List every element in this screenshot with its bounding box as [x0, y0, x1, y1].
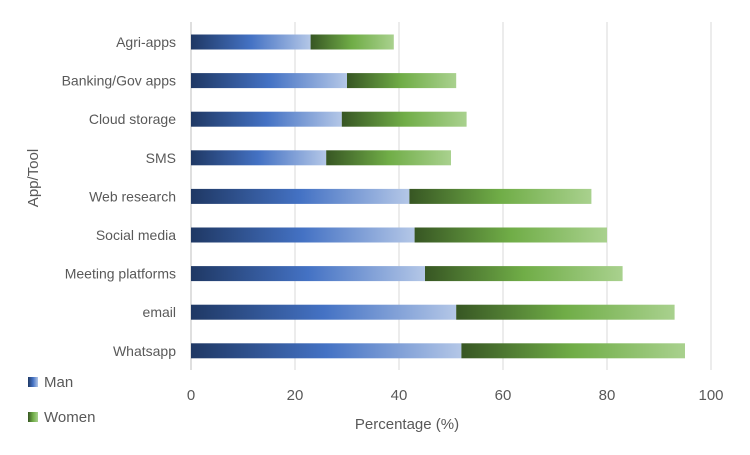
bar-women-2 — [341, 111, 467, 127]
category-label: Meeting platforms — [65, 266, 176, 282]
x-tick-label: 20 — [287, 387, 304, 404]
bar-women-5 — [414, 227, 607, 243]
legend-label-man: Man — [44, 373, 74, 391]
legend-item-women: Women — [28, 407, 95, 427]
x-tick-label: 0 — [187, 387, 195, 404]
bar-women-4 — [409, 188, 592, 204]
x-tick-label: 40 — [391, 387, 408, 404]
category-label: Cloud storage — [89, 111, 176, 127]
legend-swatch-man — [28, 377, 38, 387]
bar-man-0 — [191, 34, 311, 50]
category-label: Whatsapp — [113, 343, 176, 359]
x-tick-label: 60 — [495, 387, 512, 404]
bar-women-3 — [326, 150, 451, 166]
bar-women-8 — [461, 343, 685, 359]
bar-women-6 — [425, 266, 623, 282]
legend-item-man: Man — [28, 372, 95, 392]
x-tick-labels: 0 20 40 60 80 100 — [187, 387, 724, 404]
bar-women-0 — [310, 34, 394, 50]
y-axis-title: App/Tool — [25, 149, 42, 207]
bars — [191, 34, 685, 359]
legend: Man Women — [28, 372, 95, 442]
x-axis-title: Percentage (%) — [355, 416, 459, 433]
bar-man-1 — [191, 73, 347, 89]
category-label: email — [143, 304, 176, 320]
bar-man-4 — [191, 188, 410, 204]
legend-label-women: Women — [44, 408, 96, 426]
x-tick-label: 100 — [698, 387, 723, 404]
bar-women-1 — [347, 73, 457, 89]
category-labels: Agri-apps Banking/Gov apps Cloud storage SM… — [62, 34, 177, 359]
bar-man-6 — [191, 266, 425, 282]
legend-swatch-women — [28, 412, 38, 422]
bar-man-8 — [191, 343, 462, 359]
category-label: Social media — [96, 227, 176, 243]
bar-man-2 — [191, 111, 342, 127]
category-label: Banking/Gov apps — [62, 73, 176, 89]
bar-man-3 — [191, 150, 327, 166]
x-tick-label: 80 — [599, 387, 616, 404]
category-label: Web research — [89, 188, 176, 204]
category-label: SMS — [146, 150, 176, 166]
category-label: Agri-apps — [116, 34, 176, 50]
bar-man-7 — [191, 304, 457, 320]
bar-women-7 — [456, 304, 675, 320]
bar-man-5 — [191, 227, 415, 243]
